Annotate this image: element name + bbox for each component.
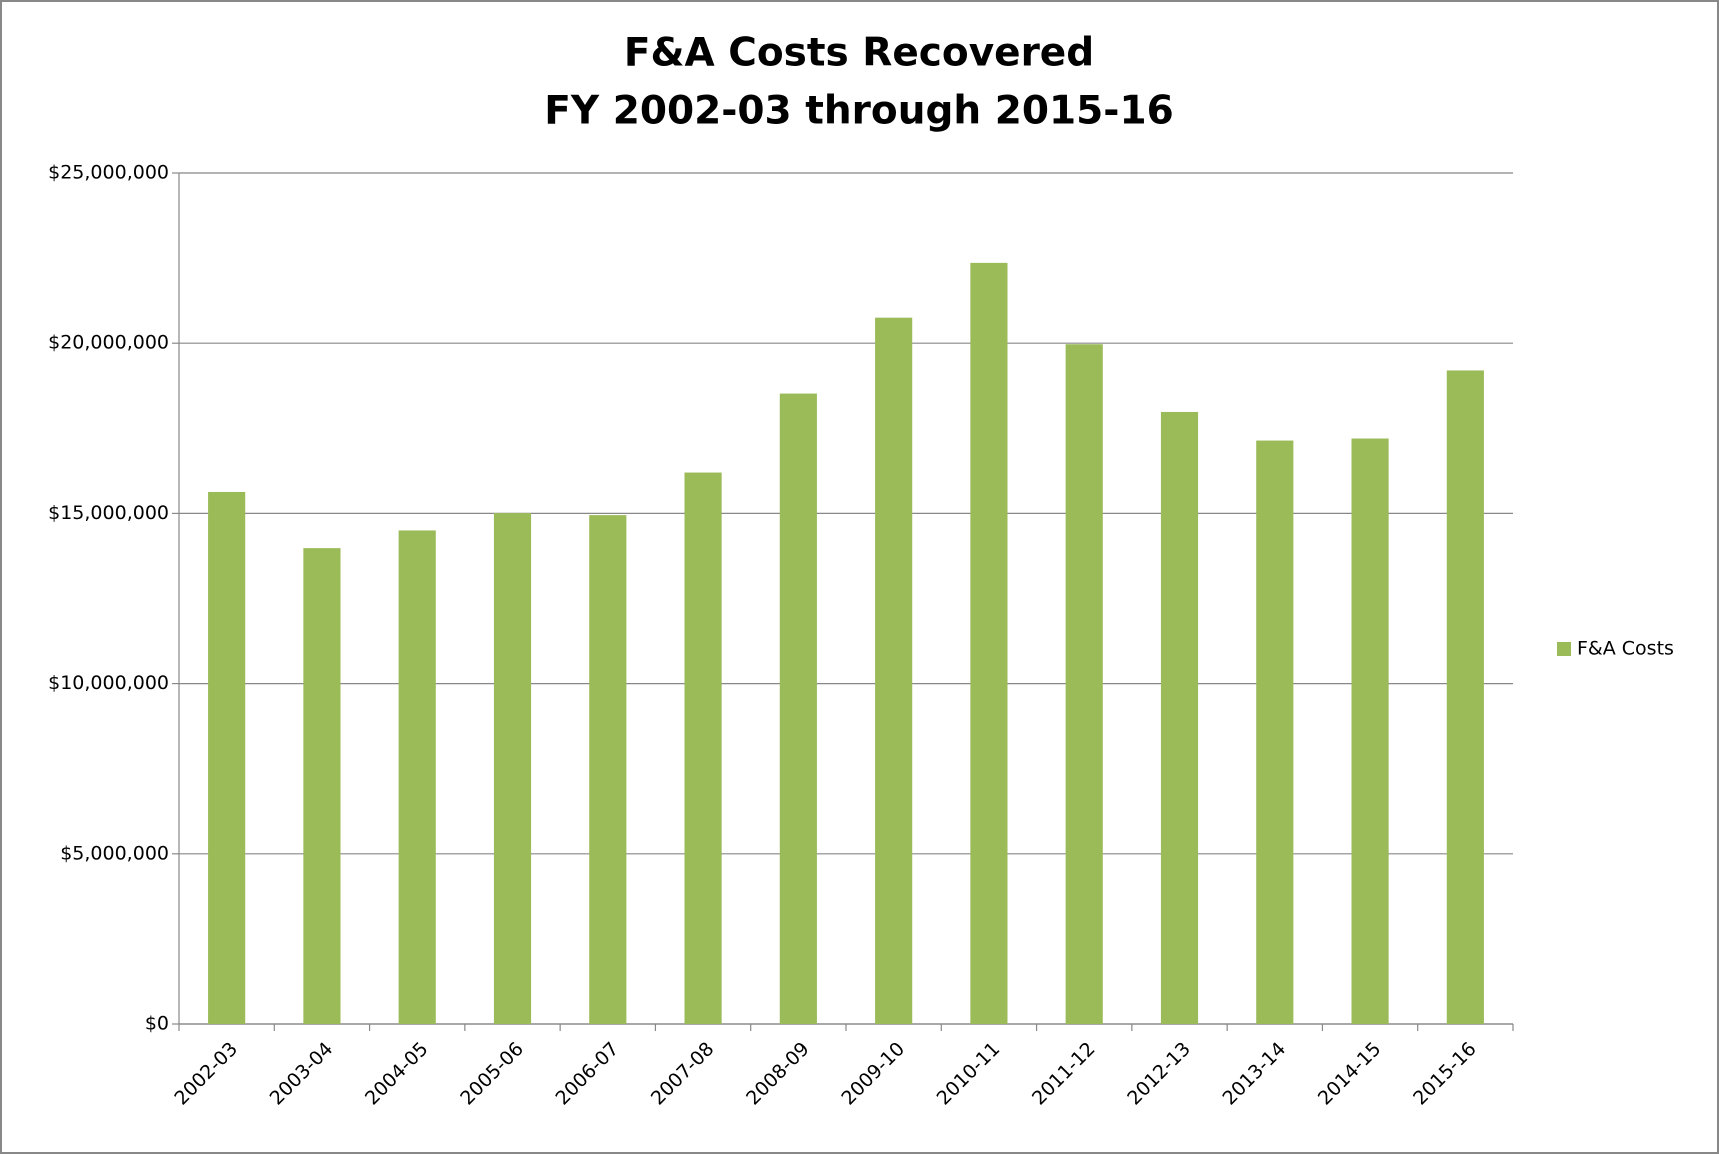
- y-tick-label: $5,000,000: [60, 842, 169, 864]
- bar: [1256, 440, 1294, 1024]
- chart-title: F&A Costs Recovered: [624, 31, 1094, 76]
- y-tick-label: $0: [145, 1013, 169, 1035]
- legend-label: F&A Costs: [1577, 638, 1674, 660]
- bar: [779, 393, 817, 1024]
- bar: [1351, 438, 1389, 1025]
- bar: [208, 491, 246, 1024]
- y-tick-label: $10,000,000: [48, 672, 169, 694]
- bar: [1065, 344, 1103, 1024]
- bar: [493, 513, 532, 1024]
- bar: [1160, 411, 1199, 1024]
- bar: [1446, 370, 1484, 1024]
- bar: [398, 530, 436, 1024]
- chart-subtitle: FY 2002-03 through 2015-16: [544, 89, 1174, 134]
- bar: [684, 472, 722, 1024]
- y-tick-label: $15,000,000: [48, 502, 169, 524]
- bar: [875, 317, 913, 1024]
- y-tick-label: $25,000,000: [48, 162, 169, 184]
- bar: [589, 515, 627, 1024]
- bar: [303, 548, 341, 1024]
- bar: [970, 262, 1008, 1024]
- legend-swatch: [1557, 642, 1571, 656]
- y-tick-label: $20,000,000: [48, 332, 169, 354]
